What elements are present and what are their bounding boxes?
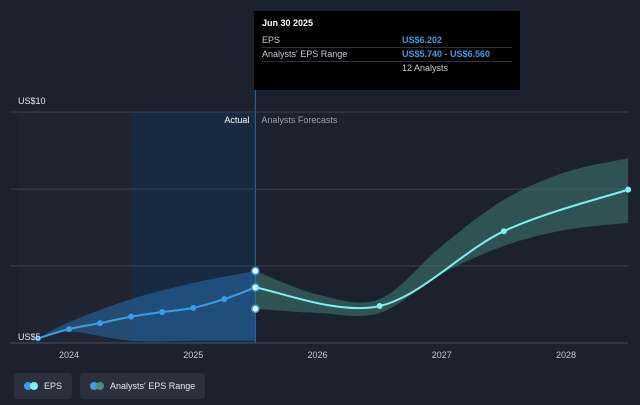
x-tick-label-2: 2026 — [307, 350, 327, 360]
eps-point-forecast-2 — [500, 228, 507, 235]
eps-point-actual-5 — [190, 304, 197, 311]
range-marker-0 — [251, 266, 260, 276]
x-tick-label-4: 2028 — [556, 350, 576, 360]
eps-point-actual-6 — [221, 296, 228, 303]
range-marker-1 — [251, 304, 260, 314]
tooltip-row-eps: EPS US$6.202 — [262, 34, 512, 48]
chart-tooltip: Jun 30 2025 EPS US$6.202 Analysts' EPS R… — [254, 11, 520, 90]
eps-point-forecast-3 — [625, 186, 632, 193]
eps-point-actual-3 — [128, 313, 135, 320]
legend-dot-actual — [24, 382, 32, 390]
eps-point-actual-2 — [97, 320, 104, 327]
eps-line-forecast — [255, 188, 629, 310]
tooltip-date: Jun 30 2025 — [262, 18, 314, 28]
legend-item-eps[interactable]: EPS — [14, 373, 73, 399]
legend-dot-range-forecast — [96, 382, 105, 390]
legend-item-range[interactable]: Analysts' EPS Range — [80, 373, 206, 399]
tooltip-row-analysts: 12 Analysts — [262, 62, 512, 75]
legend-label-range: Analysts' EPS Range — [110, 381, 196, 391]
forecast-label: Analysts Forecasts — [261, 115, 338, 125]
tooltip-value-eps: US$6.202 — [402, 35, 443, 45]
legend-dot-range-actual — [90, 382, 99, 390]
eps-point-forecast-1 — [376, 303, 383, 310]
tooltip-label-range: Analysts' EPS Range — [262, 49, 348, 59]
actual-label: Actual — [224, 115, 249, 125]
y-tick-label-0: US$10 — [18, 96, 46, 106]
tooltip-row-range: Analysts' EPS Range US$5.740 - US$6.560 — [262, 48, 512, 62]
past-area — [19, 112, 141, 343]
tooltip-value-analysts: 12 Analysts — [402, 63, 449, 73]
range-legend-icon — [90, 382, 105, 390]
tooltip-label-eps: EPS — [262, 35, 281, 45]
eps-legend-icon — [24, 382, 38, 390]
actual-highlight-area — [131, 112, 256, 343]
chart-legend: EPS Analysts' EPS Range — [14, 373, 206, 399]
eps-point-actual-0 — [34, 335, 41, 342]
legend-label-eps: EPS — [44, 381, 63, 391]
eps-point-actual-4 — [159, 309, 166, 316]
legend-dot-forecast — [30, 382, 38, 390]
range-band-forecast — [255, 158, 629, 317]
x-tick-label-3: 2027 — [432, 350, 452, 360]
y-tick-label-1: US$5 — [18, 332, 41, 342]
tooltip-value-range: US$5.740 - US$6.560 — [402, 49, 491, 59]
x-tick-label-0: 2024 — [59, 350, 79, 360]
x-tick-label-1: 2025 — [183, 350, 203, 360]
tooltip-label-analysts — [262, 62, 402, 75]
eps-point-actual-1 — [66, 326, 72, 333]
